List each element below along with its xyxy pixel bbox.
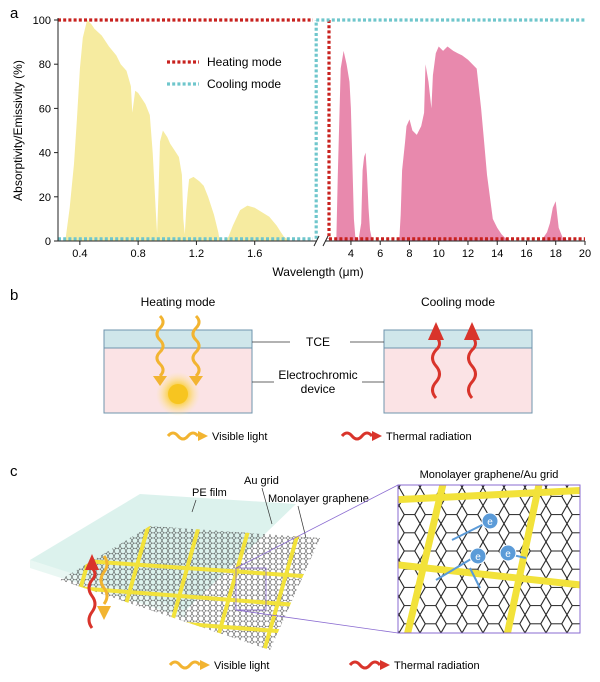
x-tick-label-right: 14	[491, 248, 503, 260]
x-tick-label-right: 18	[550, 248, 562, 260]
visible-arrowhead-1	[153, 376, 167, 386]
thermal-radiation-legend-icon-c	[348, 660, 382, 670]
visible-light-legend-icon-c	[168, 660, 202, 670]
electron-label-1: e	[487, 517, 493, 528]
au-grid-leader	[261, 487, 273, 525]
x-tick-label-left: 1.6	[247, 248, 262, 260]
zoom-inset: e e e	[398, 485, 580, 633]
x-tick-label-left: 0.8	[130, 248, 145, 260]
panel-label-c: c	[10, 463, 18, 480]
cooling-device: Cooling mode	[383, 295, 533, 414]
visible-arrowhead-film	[97, 606, 111, 620]
thermal-radiation-legend-icon	[340, 431, 374, 441]
zoom-title: Monolayer graphene/Au grid	[420, 469, 559, 481]
x-tick-label-right: 20	[579, 248, 591, 260]
x-tick-label-right: 12	[462, 248, 474, 260]
y-tick-label: 20	[39, 192, 51, 204]
electron-path-2	[435, 555, 477, 581]
visible-light-legend-icon	[166, 431, 200, 441]
visible-arrowhead-2	[189, 376, 203, 386]
y-tick-label: 60	[39, 103, 51, 115]
legend-label-heating: Heating mode	[207, 55, 282, 69]
electron-path-1	[451, 521, 489, 541]
pe-film-label: PE film	[192, 487, 227, 499]
au-grid-label: Au grid	[244, 475, 279, 487]
axis-break-mark-2	[322, 235, 329, 247]
y-tick-label: 80	[39, 59, 51, 71]
visible-light-legend-label: Visible light	[212, 431, 267, 443]
visible-light-legend-label-c: Visible light	[214, 660, 269, 672]
y-tick-label: 0	[45, 236, 51, 248]
electron-2	[469, 547, 487, 565]
x-tick-label-right: 16	[520, 248, 532, 260]
tce-label: TCE	[306, 335, 330, 349]
graphene-sheet	[60, 526, 320, 650]
device-label-line2: device	[301, 382, 336, 396]
thermal-ray-film	[87, 566, 97, 629]
electron-label-2: e	[475, 552, 481, 563]
heat-spot	[168, 384, 188, 404]
electron-label-3: e	[505, 549, 511, 560]
x-tick-label-left: 1.2	[189, 248, 204, 260]
solar-spectrum-area	[65, 20, 290, 241]
panel-c-legend: Visible light Thermal radiation	[168, 660, 480, 672]
x-tick-label-right: 4	[348, 248, 354, 260]
panel-b-legend: Visible light Thermal radiation	[166, 431, 472, 443]
thermal-arrowhead-1	[428, 322, 444, 340]
thermal-radiation-legend-label-c: Thermal radiation	[394, 660, 480, 672]
x-tick-label-left: 0.4	[72, 248, 87, 260]
visible-light-ray-2	[191, 314, 201, 378]
mode-schematic: b Heating mode Cooling mode TCE Electroc…	[10, 287, 533, 443]
thermal-ray-2	[467, 335, 477, 399]
zoom-connector-bottom	[235, 609, 399, 634]
x-tick-label-right: 10	[433, 248, 445, 260]
thermal-radiation-legend-label: Thermal radiation	[386, 431, 472, 443]
heating-device: Heating mode	[103, 295, 253, 416]
thermal-radiation-legend-arrowhead-c	[380, 660, 390, 670]
zoom-connector-top	[235, 484, 399, 569]
axis-break-mark-1	[313, 235, 320, 247]
thermal-arrowhead-2	[464, 322, 480, 340]
au-grid-zoom	[398, 485, 580, 633]
electron-3	[499, 544, 517, 562]
panel-label-b: b	[10, 287, 18, 304]
absorptivity-emissivity-chart: a 0 20 40 60 80 100 0.4 0.8 1.2 1.6 4 6 8 10 12 14 16 18 2…	[10, 5, 591, 279]
atmospheric-window-area	[336, 46, 571, 241]
tce-layer-heating	[103, 329, 253, 349]
y-tick-label: 40	[39, 148, 51, 160]
visible-light-legend-arrowhead	[198, 431, 208, 441]
chart-plot-area: 0 20 40 60 80 100 0.4 0.8 1.2 1.6 4 6 8 10 12 14 16 18 20 W…	[11, 15, 591, 279]
tce-layer-cooling	[383, 329, 533, 349]
x-tick-label-right: 6	[377, 248, 383, 260]
pe-film-leader	[191, 499, 197, 513]
cooling-mode-title: Cooling mode	[421, 295, 495, 309]
zoom-frame	[397, 484, 581, 634]
visible-ray-film	[99, 555, 109, 605]
legend-label-cooling: Cooling mode	[207, 77, 281, 91]
electron-path-4	[469, 567, 481, 589]
thermal-arrowhead-film	[85, 554, 99, 570]
y-axis-label: Absorptivity/Emissivity (%)	[11, 60, 25, 201]
zoom-region	[235, 567, 267, 611]
graphene-grid-schematic: c PE film Au grid Monolayer graphene Mon…	[10, 463, 581, 672]
visible-light-legend-arrowhead-c	[200, 660, 210, 670]
electrochromic-layer-cooling	[383, 347, 533, 414]
thermal-ray-1	[431, 335, 441, 399]
electron-1	[481, 512, 499, 530]
panel-label-a: a	[10, 5, 19, 22]
y-tick-label: 100	[33, 15, 51, 27]
electron-transport: e e e	[435, 512, 527, 589]
x-axis-label: Wavelength (μm)	[272, 265, 363, 279]
thermal-radiation-legend-arrowhead	[372, 431, 382, 441]
graphene-label: Monolayer graphene	[268, 493, 369, 505]
device-label-line1: Electrochromic	[278, 368, 357, 382]
x-tick-label-right: 8	[406, 248, 412, 260]
heating-mode-title: Heating mode	[141, 295, 216, 309]
visible-light-ray-1	[155, 314, 165, 378]
